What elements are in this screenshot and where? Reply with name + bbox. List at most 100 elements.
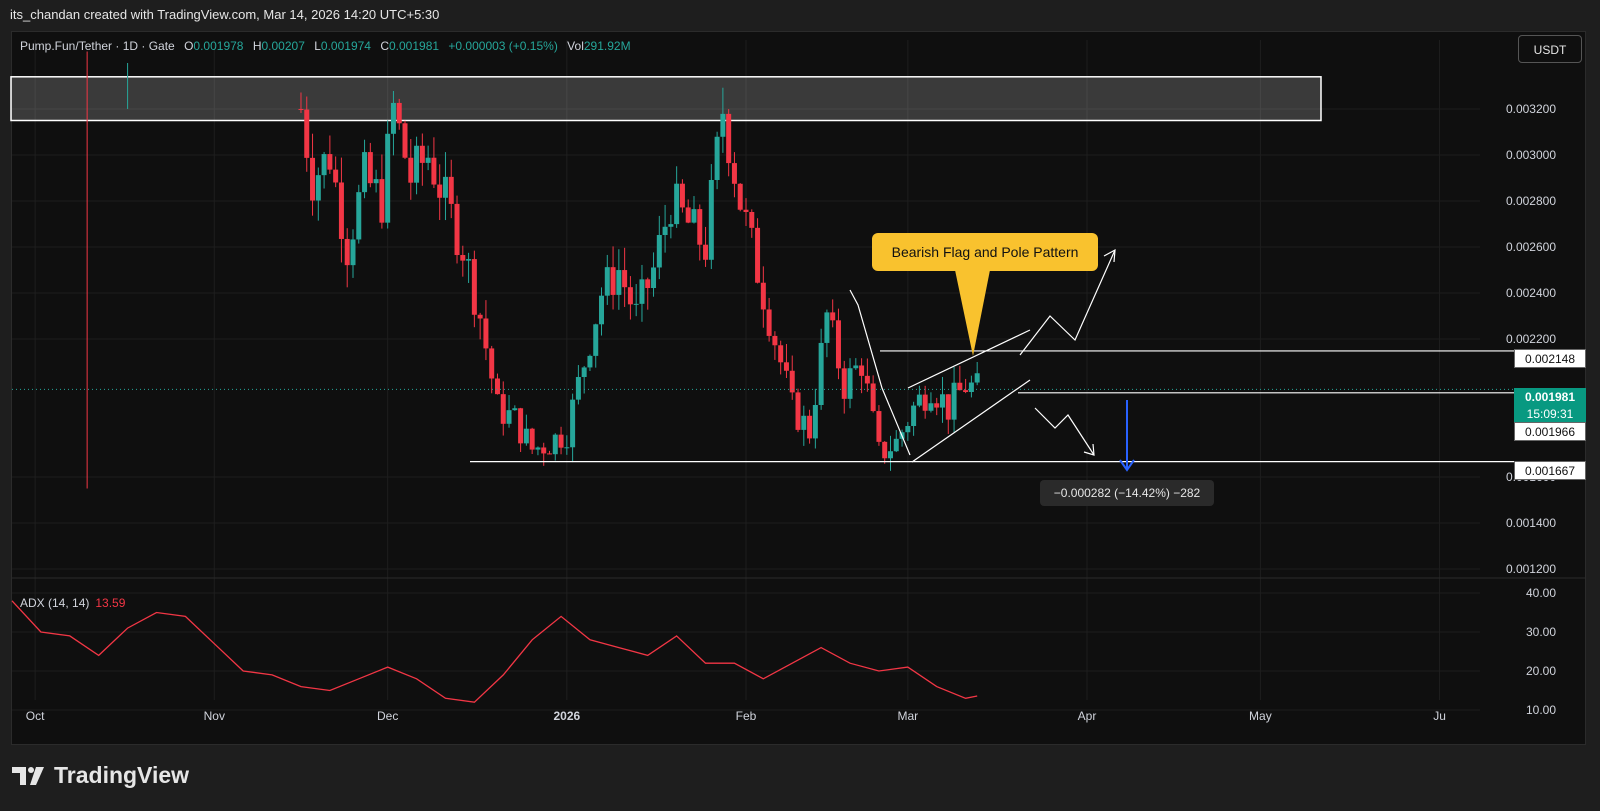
time-tick-label: Apr — [1078, 709, 1097, 723]
candle-body — [535, 447, 541, 450]
candle-body — [691, 209, 697, 223]
time-tick-label: Mar — [897, 709, 918, 723]
candle-body — [350, 239, 356, 266]
bullish-arrow-head — [1103, 248, 1116, 263]
time-tick-label: Ju — [1433, 709, 1446, 723]
low-value: 0.001974 — [320, 39, 371, 53]
candle-body — [500, 394, 506, 424]
candle-body — [506, 410, 512, 424]
candle-body — [795, 392, 801, 430]
candle-body — [321, 154, 327, 176]
candle-body — [541, 447, 547, 454]
callout-pointer — [955, 270, 990, 356]
candle-body — [812, 404, 818, 439]
candle-body — [656, 235, 662, 268]
candle-body — [674, 183, 680, 225]
candle-body — [604, 267, 610, 296]
candle-body — [760, 282, 766, 310]
candle-body — [772, 335, 778, 346]
candle-body — [864, 375, 870, 384]
candle-body — [783, 362, 789, 371]
pattern-callout[interactable]: Bearish Flag and Pole Pattern — [872, 233, 1098, 271]
price-tag-current: 0.001981 15:09:31 — [1514, 388, 1586, 424]
candle-body — [720, 113, 726, 137]
candle-body — [466, 259, 472, 261]
candle-body — [338, 182, 344, 239]
candle-body — [373, 179, 379, 184]
price-tag-mid: 0.001966 — [1514, 422, 1586, 441]
time-tick-label: Dec — [377, 709, 398, 723]
candle-body — [957, 382, 963, 391]
candle-body — [743, 209, 749, 212]
candle-body — [697, 209, 703, 245]
candle-body — [668, 224, 674, 227]
candle-body — [414, 145, 420, 183]
candle-body — [818, 342, 824, 405]
candle-body — [870, 383, 876, 412]
candle-body — [425, 157, 431, 163]
candle-body — [362, 152, 368, 193]
candle-body — [859, 365, 865, 376]
trend-drawings[interactable] — [12, 248, 1514, 472]
tradingview-logo-icon — [12, 766, 44, 785]
candle-body — [442, 176, 448, 198]
candle-body — [460, 255, 466, 261]
candle-body — [390, 102, 396, 134]
time-tick-label: Nov — [204, 709, 225, 723]
time-tick-label: Oct — [26, 709, 45, 723]
vol-value: 291.92M — [583, 39, 631, 53]
candle-body — [893, 438, 899, 452]
candle-body — [847, 368, 853, 399]
time-tick-label: 2026 — [553, 709, 580, 723]
low-label: L — [314, 39, 321, 53]
price-tick-label: 0.001400 — [1506, 516, 1556, 530]
candle-body — [448, 176, 454, 204]
candle-body — [887, 451, 893, 459]
close-value: 0.001981 — [389, 39, 440, 53]
vol-label: Vol — [567, 39, 584, 53]
currency-button[interactable]: USDT — [1518, 35, 1582, 63]
candle-body — [749, 211, 755, 228]
candle-body — [610, 267, 616, 295]
adx-label: ADX (14, 14) — [20, 596, 90, 610]
time-tick-label: Feb — [736, 709, 757, 723]
chart-frame[interactable] — [11, 31, 1586, 745]
price-tick-label: 0.002800 — [1506, 194, 1556, 208]
candle-body — [437, 184, 443, 198]
price-tick-label: 0.002400 — [1506, 286, 1556, 300]
candle-body — [928, 403, 934, 411]
candle-body — [703, 244, 709, 260]
candle-body — [431, 157, 437, 185]
adx-tick-label: 20.00 — [1526, 664, 1556, 678]
price-tick-label: 0.001200 — [1506, 562, 1556, 576]
candle-body — [645, 279, 651, 289]
candle-body — [419, 145, 425, 163]
candle-body — [974, 373, 980, 383]
candle-body — [627, 287, 633, 305]
candle-body — [333, 169, 339, 183]
resistance-zone — [10, 76, 1322, 122]
candles — [86, 51, 980, 489]
measure-label: −0.000282 (−14.42%) −282 — [1040, 480, 1214, 506]
candle-body — [558, 434, 564, 448]
price-axis[interactable]: 0.003200 0.003000 0.002800 0.002600 0.002400… — [1506, 102, 1556, 576]
candle-body — [853, 365, 859, 369]
candle-body — [951, 382, 957, 420]
candle-body — [968, 382, 974, 392]
candle-body — [298, 109, 304, 110]
candle-body — [755, 227, 761, 283]
adx-tick-label: 10.00 — [1526, 703, 1556, 717]
candle-body — [471, 259, 477, 315]
candle-body — [714, 136, 720, 180]
price-tick-label: 0.003000 — [1506, 148, 1556, 162]
attribution-text: its_chandan created with TradingView.com… — [10, 7, 440, 22]
high-value: 0.00207 — [261, 39, 305, 53]
adx-panel: 40.00 30.00 20.00 10.00 — [11, 577, 1586, 717]
candle-body — [344, 238, 350, 266]
candle-body — [708, 179, 714, 260]
candle-body — [916, 394, 922, 406]
time-axis[interactable]: Oct Nov Dec 2026 Feb Mar Apr May Ju — [26, 709, 1446, 723]
tradingview-logo[interactable]: TradingView — [12, 762, 189, 789]
candle-body — [304, 109, 310, 158]
